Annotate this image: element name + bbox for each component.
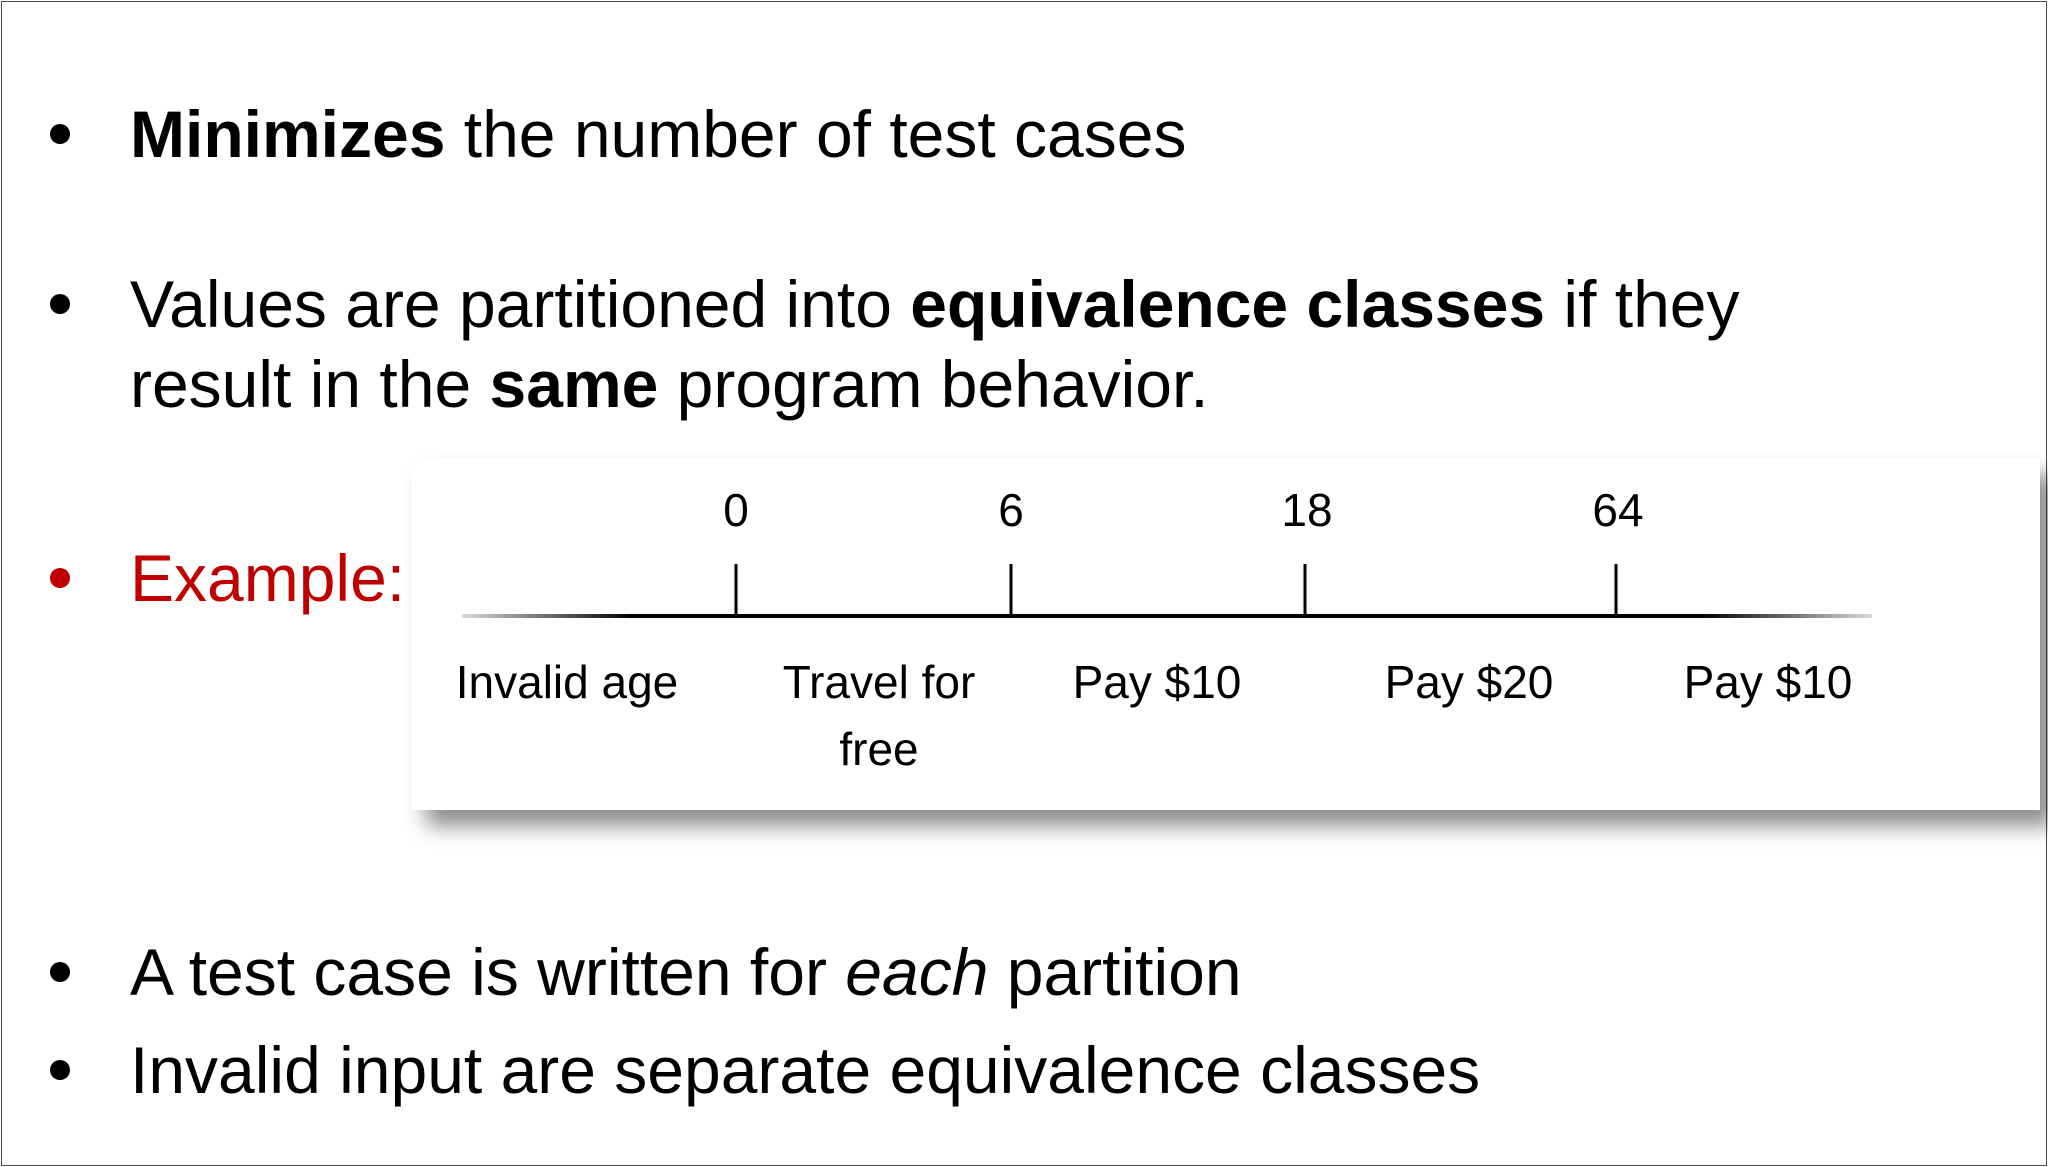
partition-label: Pay $10 bbox=[1684, 656, 1853, 708]
partition-label: free bbox=[839, 723, 918, 775]
example-number-line-panel: 0 6 18 64 Invalid age Travel for free Pa… bbox=[412, 458, 2040, 810]
plain-text: A test case is written for bbox=[130, 935, 846, 1009]
plain-text: result in the bbox=[130, 347, 490, 421]
example-label: Example: bbox=[130, 541, 406, 615]
plain-text: if they bbox=[1545, 267, 1740, 341]
bullet-dot bbox=[50, 294, 70, 314]
partition-label: Pay $20 bbox=[1385, 656, 1554, 708]
bold-text: equivalence classes bbox=[910, 267, 1546, 341]
bullet-dot bbox=[50, 568, 70, 588]
bullet-text: result in the same program behavior. bbox=[130, 344, 1209, 424]
bullet-dot bbox=[50, 1060, 70, 1080]
bullet-text: A test case is written for each partitio… bbox=[130, 932, 1242, 1012]
number-line-diagram: 0 6 18 64 Invalid age Travel for free Pa… bbox=[456, 484, 1872, 775]
tick-label: 0 bbox=[723, 484, 749, 536]
partition-label: Invalid age bbox=[456, 656, 679, 708]
bullet-dot bbox=[50, 962, 70, 982]
bold-text: same bbox=[489, 347, 659, 421]
bullet-text: Invalid input are separate equivalence c… bbox=[130, 1033, 1481, 1107]
plain-text: the number of test cases bbox=[445, 97, 1187, 171]
partition-label: Pay $10 bbox=[1073, 656, 1242, 708]
bullet-dot bbox=[50, 124, 70, 144]
number-line-axis bbox=[462, 614, 1872, 618]
tick-label: 64 bbox=[1592, 484, 1643, 536]
plain-text: program behavior. bbox=[658, 347, 1209, 421]
bullet-text: Minimizes the number of test cases bbox=[130, 94, 1186, 174]
tick-label: 18 bbox=[1281, 484, 1332, 536]
tick-label: 6 bbox=[998, 484, 1024, 536]
bold-text: Minimizes bbox=[130, 97, 446, 171]
partition-label: Travel for bbox=[783, 656, 976, 708]
plain-text: partition bbox=[988, 935, 1242, 1009]
bullet-text: Values are partitioned into equivalence … bbox=[130, 264, 1740, 344]
italic-text: each bbox=[845, 935, 989, 1009]
plain-text: Values are partitioned into bbox=[130, 267, 911, 341]
